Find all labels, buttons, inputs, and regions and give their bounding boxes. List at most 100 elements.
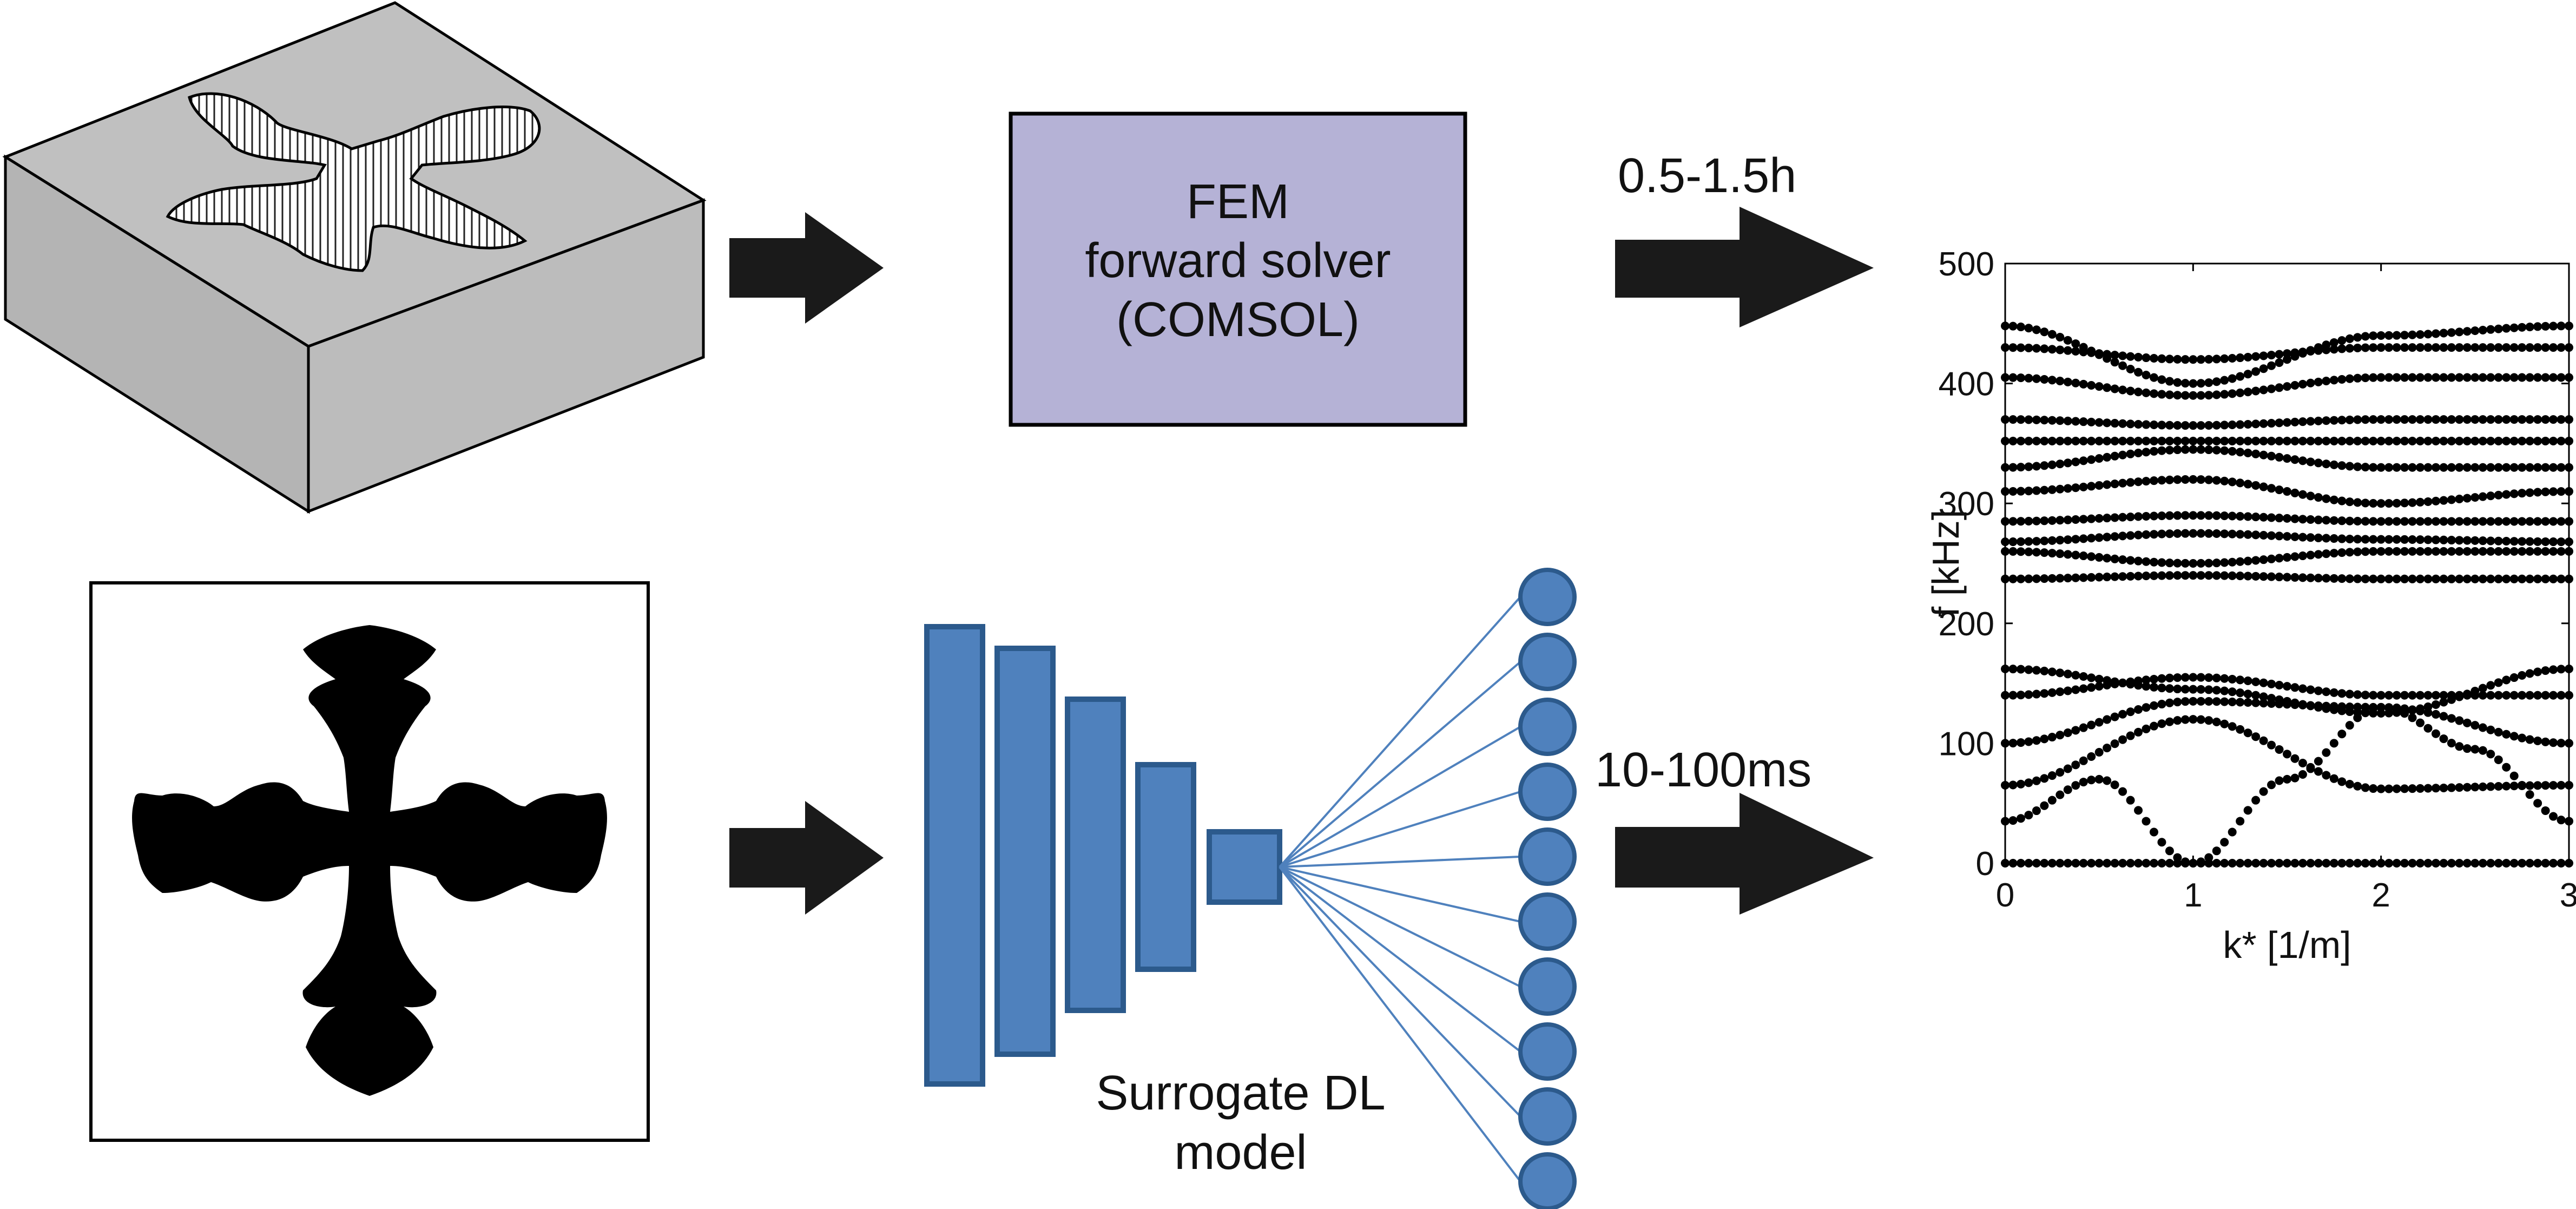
- chart-point: [2376, 784, 2386, 793]
- chart-point: [2557, 780, 2566, 790]
- chart-point: [2236, 448, 2245, 457]
- chart-point: [2220, 390, 2229, 399]
- chart-point: [2353, 517, 2362, 526]
- chart-point: [2329, 516, 2338, 525]
- chart-point: [2462, 436, 2472, 445]
- chart-point: [2165, 420, 2174, 430]
- chart-point: [2103, 859, 2112, 868]
- chart-point: [2509, 732, 2519, 741]
- chart-point: [2087, 552, 2096, 561]
- chart-point: [2549, 373, 2558, 382]
- chart-point: [2314, 458, 2323, 468]
- chart-point: [2392, 574, 2401, 583]
- chart-point: [2024, 690, 2033, 699]
- chart-point: [2361, 783, 2370, 792]
- chart-point: [2008, 537, 2018, 547]
- chart-point: [2509, 673, 2519, 682]
- chart-point: [2502, 517, 2511, 526]
- chart-point: [2220, 376, 2229, 385]
- chart-point: [2283, 436, 2291, 445]
- chart-point: [2533, 799, 2542, 808]
- chart-point: [2165, 354, 2174, 364]
- chart-point: [2423, 784, 2433, 793]
- chart-point: [2494, 727, 2503, 737]
- chart-point: [2094, 674, 2104, 684]
- chart-point: [2455, 574, 2464, 583]
- chart-point: [2001, 343, 2010, 352]
- chart-point: [2541, 691, 2550, 700]
- chart-point: [2024, 737, 2033, 746]
- chart-point: [2055, 859, 2065, 868]
- chart-point: [2322, 771, 2331, 780]
- chart-point: [2439, 691, 2448, 700]
- chart-point: [2212, 511, 2221, 520]
- chart-point: [2369, 859, 2378, 868]
- chart-point: [2329, 574, 2338, 583]
- chart-point: [2149, 476, 2158, 485]
- chart-point: [2094, 859, 2104, 868]
- chart-point: [2055, 731, 2065, 740]
- chart-point: [2439, 698, 2448, 707]
- chart-point: [2416, 517, 2425, 526]
- chart-point: [2165, 445, 2174, 455]
- chart-point: [2565, 487, 2573, 496]
- chart-point: [2275, 573, 2284, 582]
- unit-cell-3d-block: [2, 1, 707, 514]
- chart-point: [2196, 355, 2205, 364]
- chart-point: [2470, 493, 2480, 502]
- arrow-fem-to-chart: [1615, 207, 1874, 327]
- chart-point: [2423, 463, 2433, 472]
- chart-point: [2431, 709, 2440, 719]
- chart-point: [2298, 573, 2307, 582]
- chart-point: [2423, 535, 2433, 544]
- chart-point: [2314, 702, 2323, 712]
- chart-point: [2165, 377, 2174, 386]
- chart-point: [2478, 343, 2487, 352]
- chart-point: [2392, 547, 2401, 556]
- chart-point: [2149, 701, 2158, 710]
- chart-point: [2462, 718, 2472, 727]
- chart-point: [2063, 669, 2072, 679]
- chart-point: [2032, 374, 2041, 383]
- chart-point: [2149, 721, 2158, 731]
- chart-point: [2376, 331, 2386, 340]
- chart-point: [2110, 513, 2119, 522]
- y-tick-label: 200: [1939, 606, 1994, 643]
- chart-point: [2040, 536, 2049, 546]
- chart-point: [2142, 675, 2151, 685]
- chart-point: [2494, 517, 2503, 526]
- chart-point: [2376, 373, 2386, 382]
- fem-solver-box: FEM forward solver (COMSOL): [1009, 111, 1467, 427]
- chart-point: [2400, 859, 2409, 868]
- chart-point: [2376, 463, 2386, 472]
- chart-point: [2565, 517, 2573, 526]
- chart-point: [2439, 859, 2448, 868]
- chart-point: [2180, 673, 2190, 682]
- chart-point: [2016, 373, 2025, 383]
- chart-point: [2361, 332, 2370, 341]
- chart-point: [2416, 691, 2425, 700]
- chart-point: [2533, 436, 2542, 445]
- chart-point: [2204, 391, 2213, 400]
- chart-point: [2228, 827, 2237, 837]
- chart-point: [2047, 330, 2057, 339]
- chart-point: [2306, 763, 2315, 772]
- chart-point: [2142, 511, 2151, 521]
- chart-point: [2103, 480, 2112, 489]
- chart-point: [2423, 859, 2433, 868]
- chart-point: [2103, 354, 2112, 363]
- chart-point: [2462, 415, 2472, 424]
- chart-point: [2126, 352, 2135, 361]
- chart-point: [2063, 515, 2072, 524]
- chart-point: [2447, 328, 2456, 337]
- chart-point: [2283, 355, 2291, 364]
- chart-point: [2329, 688, 2338, 697]
- chart-point: [2094, 573, 2104, 582]
- chart-point: [2180, 421, 2190, 430]
- chart-point: [2423, 373, 2433, 382]
- chart-point: [2071, 671, 2080, 680]
- chart-point: [2055, 436, 2065, 445]
- chart-point: [2259, 699, 2268, 708]
- chart-point: [2283, 349, 2291, 358]
- chart-point: [2024, 462, 2033, 471]
